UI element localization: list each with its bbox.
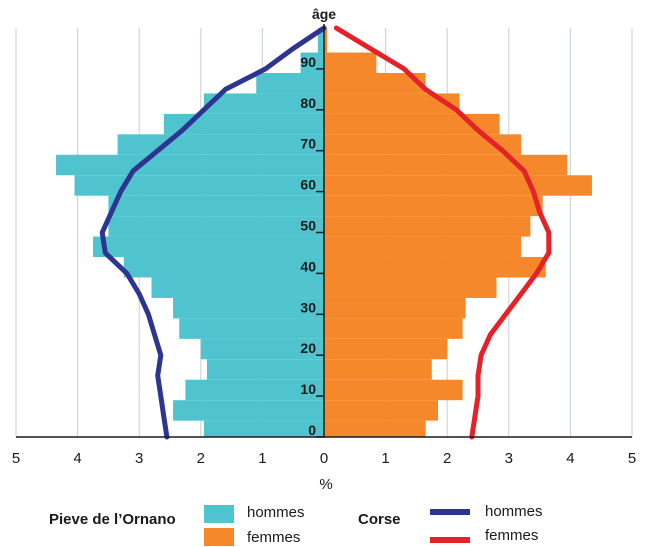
line-corse-hommes	[99, 25, 327, 440]
age-tick-label: 90	[300, 54, 316, 70]
bar-hommes-24	[179, 318, 324, 339]
bar-hommes-54	[108, 195, 325, 217]
bar-femmes-39	[324, 257, 546, 278]
x-tick-label: 3	[135, 450, 143, 467]
bar-femmes-74	[324, 113, 500, 135]
bar-hommes-39	[123, 257, 324, 278]
age-axis-label: âge	[312, 6, 336, 22]
bars	[56, 28, 592, 437]
x-tick-label: 4	[566, 450, 574, 467]
bar-hommes-0	[203, 420, 324, 437]
bar-hommes-44	[93, 236, 324, 258]
bar-femmes-79	[324, 93, 460, 114]
bar-femmes-14	[324, 359, 432, 380]
legend: Pieve de l’Ornano hommes femmes Corse ho…	[0, 498, 648, 547]
bar-hommes-4	[173, 400, 324, 421]
legend-group-pieve: Pieve de l’Ornano	[49, 511, 176, 528]
x-axis-unit-label: %	[319, 476, 332, 493]
legend-label-corse-hommes: hommes	[485, 503, 543, 520]
bar-femmes-44	[324, 236, 522, 258]
legend-swatch-pieve-hommes	[204, 505, 234, 523]
age-tick-label: 80	[300, 95, 316, 111]
age-tick-label: 30	[300, 299, 316, 315]
x-tick-label: 1	[381, 450, 389, 467]
bar-femmes-0	[324, 420, 426, 437]
bar-hommes-69	[117, 134, 324, 155]
legend-swatch-pieve-femmes	[204, 528, 234, 546]
bar-femmes-84	[324, 72, 426, 94]
x-tick-label: 3	[505, 450, 513, 467]
bar-femmes-94	[324, 28, 328, 53]
bar-hommes-34	[151, 277, 324, 298]
bar-hommes-9	[185, 379, 324, 401]
bar-hommes-79	[203, 93, 324, 114]
x-tick-labels: 5 4 3 2 1 0 1 2 3 4 5	[12, 450, 636, 467]
bar-hommes-14	[206, 359, 324, 380]
age-tick-label: 0	[308, 422, 316, 438]
bar-femmes-34	[324, 277, 497, 298]
line-corse-femmes	[333, 25, 552, 440]
corse-lines	[99, 25, 552, 440]
bar-femmes-9	[324, 379, 463, 401]
legend-swatch-corse-hommes	[430, 509, 470, 515]
x-tick-label: 5	[12, 450, 20, 467]
bar-femmes-89	[324, 52, 377, 73]
bar-hommes-74	[163, 113, 324, 135]
x-tick-label: 1	[258, 450, 266, 467]
age-tick-label: 40	[300, 258, 316, 274]
bar-femmes-29	[324, 297, 466, 319]
bar-femmes-49	[324, 216, 531, 237]
bar-hommes-49	[108, 216, 325, 237]
x-tick-label: 0	[320, 450, 328, 467]
age-tick-label: 50	[300, 218, 316, 234]
age-tick-labels: 0 10 20 30 40 50 60 70 80 90	[300, 54, 324, 438]
bar-hommes-89	[300, 52, 324, 73]
x-tick-label: 2	[197, 450, 205, 467]
bar-femmes-4	[324, 400, 438, 421]
age-tick-label: 60	[300, 177, 316, 193]
bar-femmes-19	[324, 338, 448, 360]
age-tick-label: 70	[300, 136, 316, 152]
bar-femmes-64	[324, 154, 568, 176]
bar-hommes-59	[74, 175, 325, 196]
x-tick-label: 4	[73, 450, 81, 467]
bar-hommes-29	[173, 297, 324, 319]
bar-femmes-24	[324, 318, 463, 339]
legend-label-corse-femmes: femmes	[485, 527, 539, 544]
bar-hommes-19	[200, 338, 324, 360]
age-tick-label: 10	[300, 381, 316, 397]
age-tick-label: 20	[300, 340, 316, 356]
legend-swatch-corse-femmes	[430, 537, 470, 543]
legend-group-corse: Corse	[358, 511, 401, 528]
legend-label-pieve-hommes: hommes	[247, 504, 305, 521]
legend-label-pieve-femmes: femmes	[247, 529, 301, 546]
bar-femmes-54	[324, 195, 543, 217]
bar-hommes-64	[56, 154, 324, 176]
bar-femmes-69	[324, 134, 522, 155]
x-tick-label: 5	[628, 450, 636, 467]
bar-hommes-84	[256, 72, 324, 94]
x-tick-label: 2	[443, 450, 451, 467]
bar-femmes-59	[324, 175, 592, 196]
bar-hommes-94	[317, 28, 324, 53]
